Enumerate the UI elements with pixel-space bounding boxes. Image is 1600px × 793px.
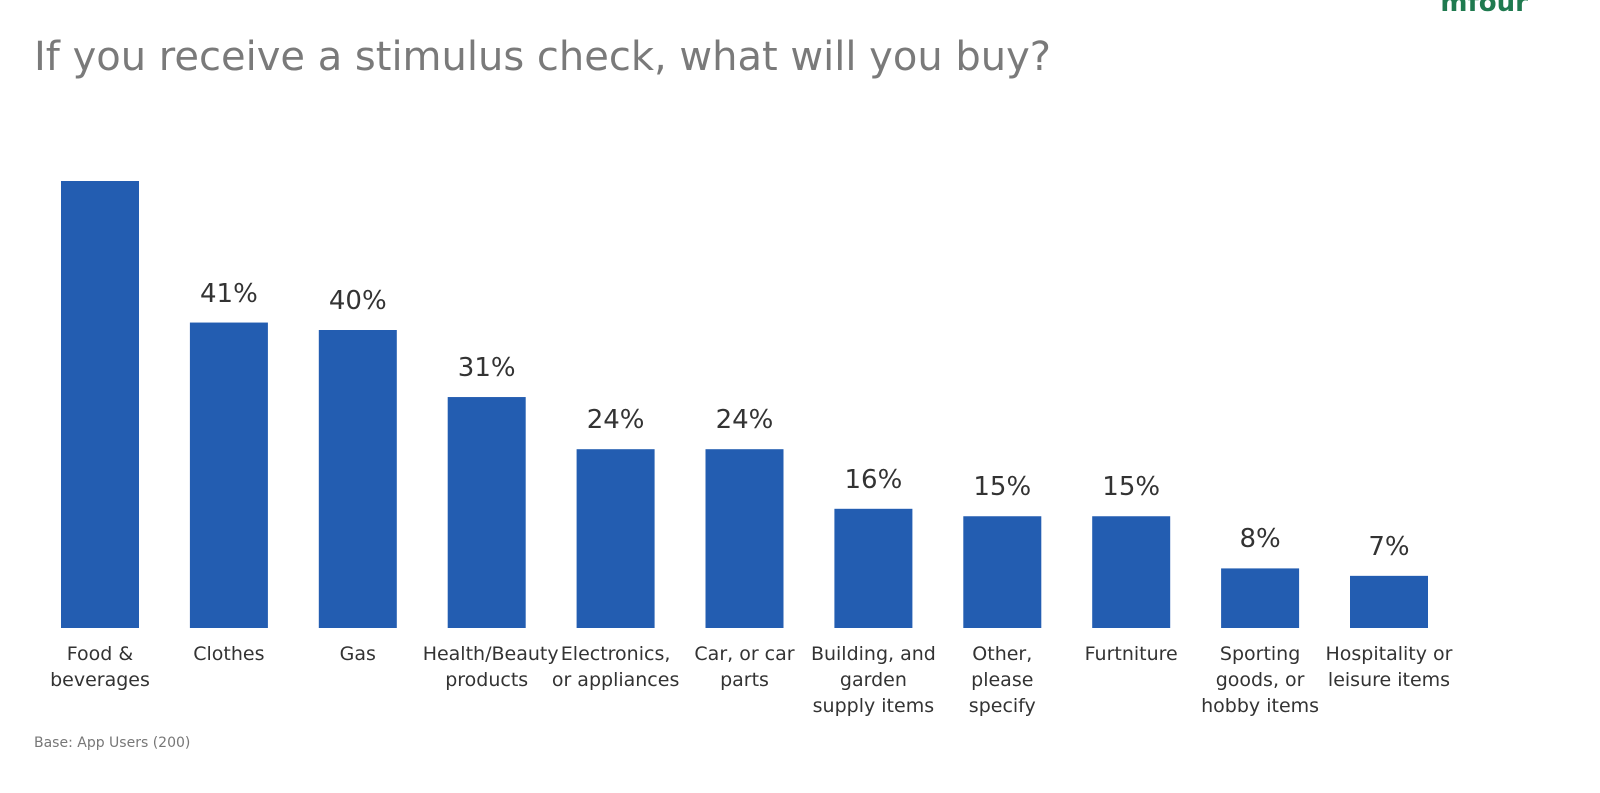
- bar: [1350, 575, 1428, 628]
- value-label: 31%: [457, 353, 516, 384]
- bar: [447, 397, 526, 628]
- x-tick-label: Gas: [339, 643, 376, 665]
- x-tick-label: Sporting goods, or hobby items: [1201, 643, 1320, 717]
- value-label: 8%: [1239, 524, 1281, 555]
- value-label: 7%: [1368, 531, 1410, 562]
- value-label: 24%: [586, 405, 645, 436]
- x-tick-label: Clothes: [193, 643, 265, 665]
- x-tick-label: Health/Beauty products: [422, 643, 559, 691]
- value-label: 15%: [1102, 472, 1161, 503]
- bar: [705, 449, 784, 628]
- x-tick-label: Building, and garden supply items: [810, 643, 936, 717]
- x-tick-label: Food & beverages: [50, 643, 150, 691]
- bar: [963, 516, 1042, 628]
- bar: [318, 330, 397, 628]
- value-label: 24%: [715, 405, 774, 436]
- x-tick-label: Electronics, or appliances: [551, 643, 680, 691]
- bar: [1092, 516, 1171, 628]
- bar: [61, 181, 139, 628]
- x-tick-label: Furtniture: [1084, 643, 1178, 665]
- logo: mfour: [1440, 0, 1528, 18]
- x-tick-label: Car, or car parts: [694, 643, 795, 691]
- value-label: 15%: [973, 472, 1032, 503]
- bar: [576, 449, 655, 628]
- bar: [1221, 568, 1300, 628]
- x-tick-label: Hospitality or leisure items: [1325, 643, 1453, 691]
- bar: [834, 508, 913, 628]
- value-label: 41%: [199, 278, 258, 309]
- value-label: 16%: [844, 464, 903, 495]
- value-label: 40%: [328, 286, 387, 316]
- footnote: Base: App Users (200): [34, 735, 191, 751]
- x-tick-label: Other, please specify: [968, 643, 1036, 717]
- bar: [189, 322, 268, 628]
- chart-title: If you receive a stimulus check, what wi…: [34, 34, 1052, 80]
